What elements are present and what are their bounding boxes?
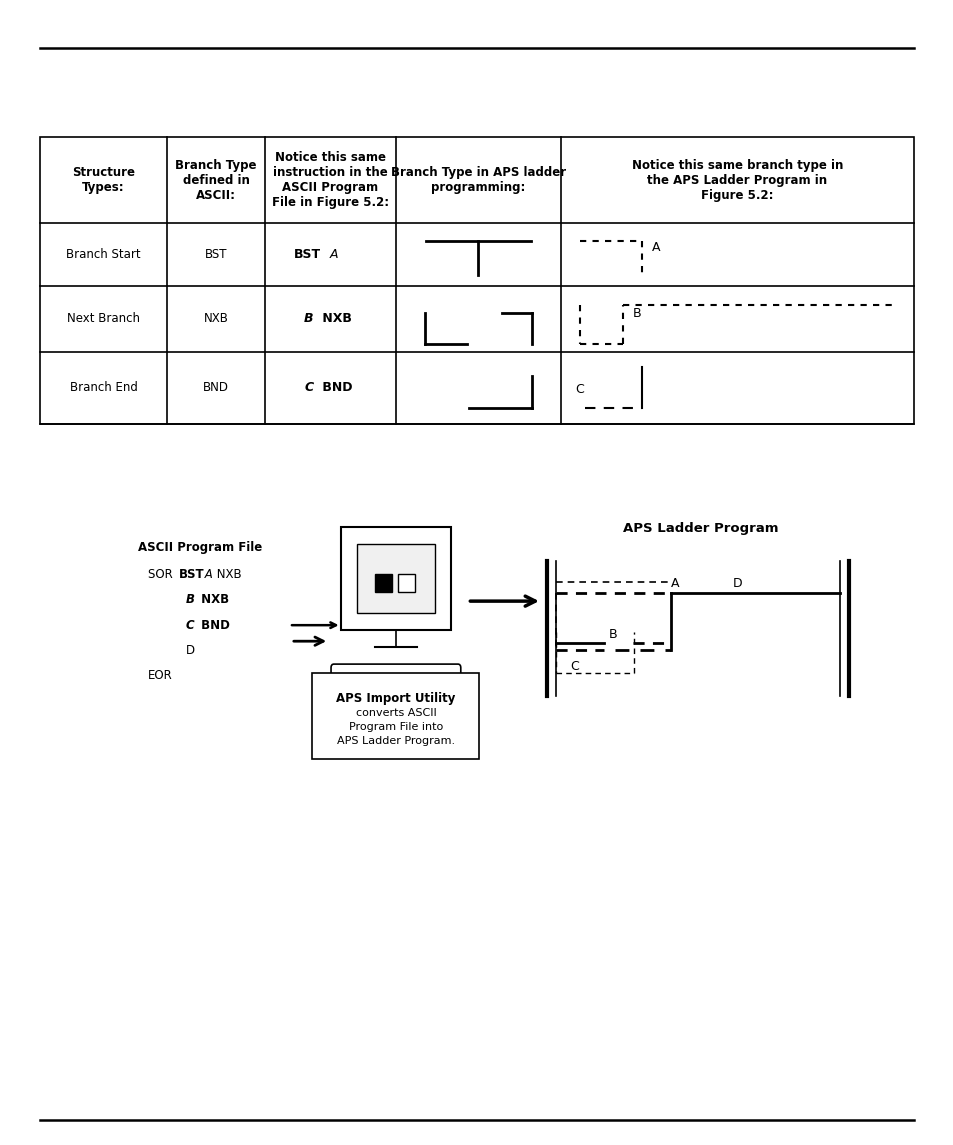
Text: A: A [326, 248, 338, 261]
Text: Branch Start: Branch Start [66, 248, 141, 261]
Text: BST: BST [294, 248, 320, 261]
Text: Branch End: Branch End [70, 381, 137, 394]
Text: A: A [651, 242, 659, 254]
Text: A: A [670, 577, 679, 591]
Text: B: B [304, 313, 313, 325]
Text: NXB: NXB [213, 568, 241, 582]
Text: ASCII Program File: ASCII Program File [138, 540, 262, 554]
Text: BND: BND [203, 381, 229, 394]
Text: D: D [186, 643, 195, 657]
Text: BND: BND [318, 381, 353, 394]
Text: converts ASCII
Program File into
APS Ladder Program.: converts ASCII Program File into APS Lad… [336, 708, 455, 747]
Text: Branch Type in APS ladder
programming:: Branch Type in APS ladder programming: [391, 166, 565, 195]
Text: D: D [732, 577, 741, 591]
FancyBboxPatch shape [341, 527, 450, 630]
Text: B: B [632, 307, 640, 319]
Text: APS Ladder Program: APS Ladder Program [623, 522, 778, 536]
Text: C: C [304, 381, 313, 394]
Text: APS Import Utility: APS Import Utility [335, 692, 456, 705]
FancyBboxPatch shape [331, 664, 460, 703]
Text: NXB: NXB [197, 593, 230, 607]
Text: C: C [186, 618, 194, 632]
Text: B: B [608, 627, 617, 641]
Bar [375, 574, 392, 592]
Bar [356, 544, 435, 613]
Text: Next Branch: Next Branch [67, 313, 140, 325]
Bar [40, 137, 913, 424]
Text: Notice this same branch type in
the APS Ladder Program in
Figure 5.2:: Notice this same branch type in the APS … [631, 159, 842, 202]
Text: NXB: NXB [318, 313, 352, 325]
Text: EOR: EOR [148, 669, 172, 682]
Text: NXB: NXB [203, 313, 229, 325]
Text: A: A [201, 568, 213, 582]
Text: SOR: SOR [148, 568, 176, 582]
Text: Branch Type
defined in
ASCII:: Branch Type defined in ASCII: [175, 159, 256, 202]
Text: Structure
Types:: Structure Types: [71, 166, 135, 195]
Text: C: C [575, 384, 583, 396]
Text: BST: BST [205, 248, 227, 261]
Text: BND: BND [197, 618, 230, 632]
Text: B: B [186, 593, 194, 607]
Text: BST: BST [179, 568, 205, 582]
Bar [313, 673, 478, 759]
Text: Notice this same
instruction in the
ASCII Program
File in Figure 5.2:: Notice this same instruction in the ASCI… [272, 151, 389, 210]
Text: C: C [570, 660, 578, 673]
Bar [397, 574, 415, 592]
